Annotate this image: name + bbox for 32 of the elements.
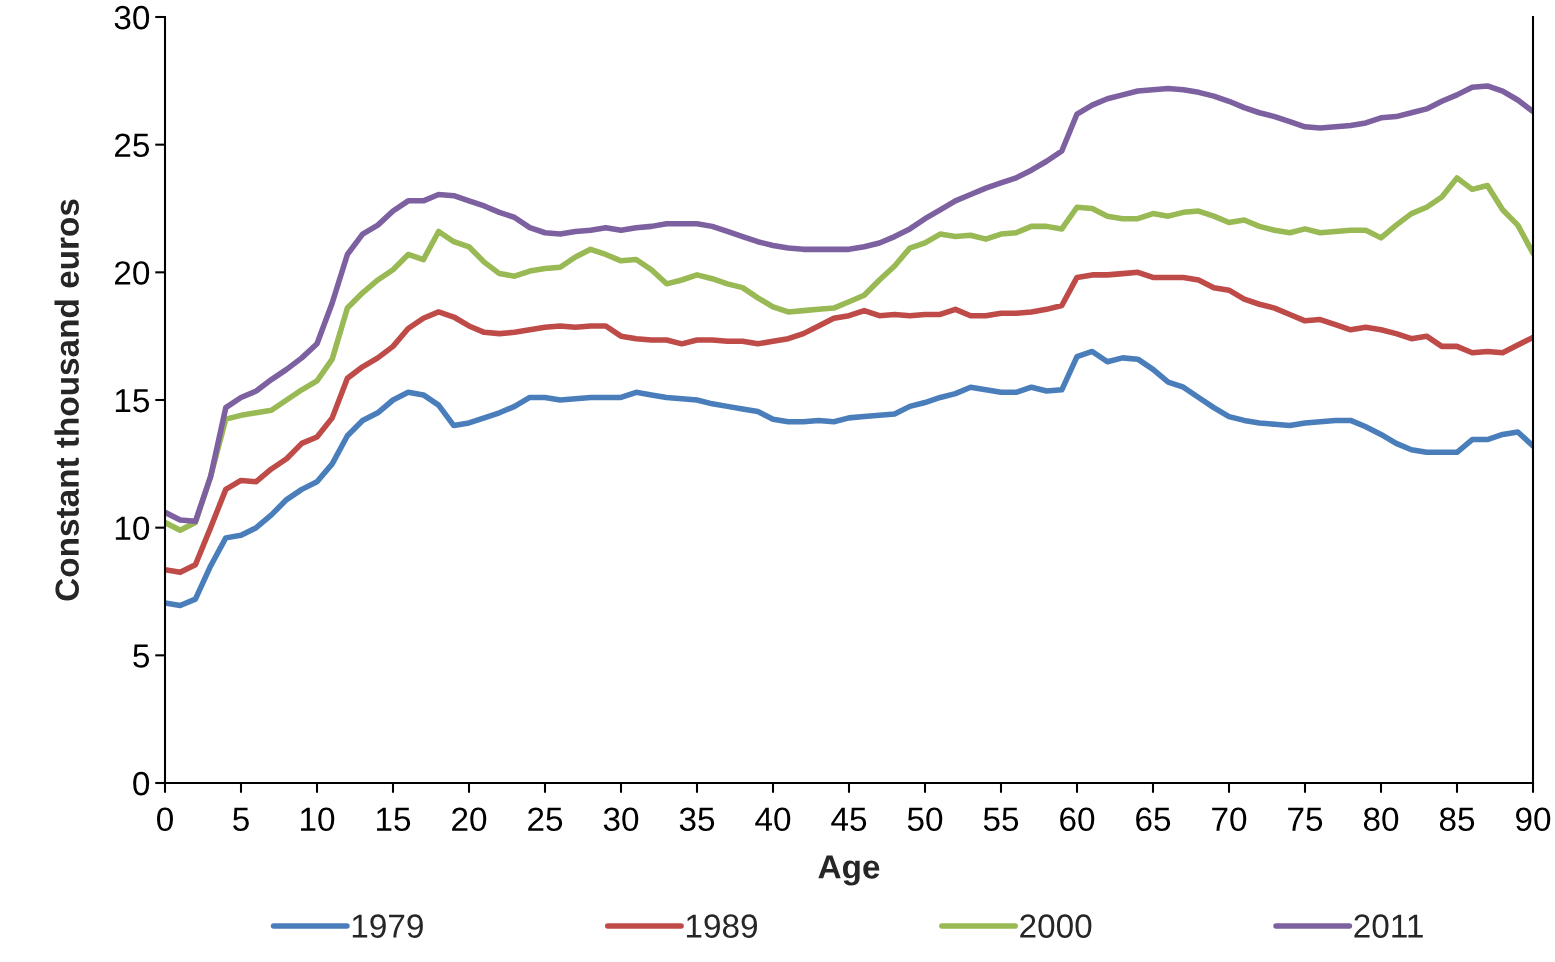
x-tick-label: 10 [301, 807, 335, 832]
y-tick-label: 0 [133, 771, 150, 796]
x-tick-label: 0 [157, 807, 173, 832]
legend-label: 2011 [1354, 914, 1423, 938]
x-tick-label: 65 [1136, 807, 1171, 832]
y-tick-label: 10 [115, 516, 150, 541]
legend-label: 1979 [352, 914, 423, 938]
x-tick-label: 60 [1060, 807, 1095, 832]
y-tick-label: 15 [115, 389, 150, 413]
legend-label: 1989 [686, 914, 757, 938]
x-tick-label: 25 [528, 807, 563, 832]
y-tick-label: 30 [114, 5, 150, 30]
x-tick-label: 55 [983, 807, 1019, 832]
y-tick-label: 20 [115, 261, 150, 285]
x-tick-label: 70 [1212, 807, 1247, 832]
y-axis-title: Constant thousand euros [54, 199, 79, 601]
legend-label: 2000 [1020, 914, 1092, 938]
x-tick-label: 45 [831, 807, 867, 832]
x-tick-label: 75 [1288, 807, 1323, 832]
y-tick-label: 25 [115, 133, 150, 158]
x-tick-label: 80 [1363, 807, 1399, 832]
x-axis-title: Age [818, 855, 880, 886]
x-tick-label: 5 [233, 807, 249, 832]
x-tick-label: 30 [603, 807, 639, 832]
y-tick-label: 5 [133, 644, 150, 668]
x-tick-label: 35 [679, 807, 715, 832]
x-tick-label: 85 [1439, 807, 1475, 832]
x-tick-label: 15 [377, 807, 411, 832]
x-tick-label: 20 [452, 807, 487, 832]
x-tick-label: 40 [755, 807, 791, 832]
x-tick-label: 50 [907, 807, 943, 832]
x-tick-label: 90 [1516, 807, 1551, 832]
